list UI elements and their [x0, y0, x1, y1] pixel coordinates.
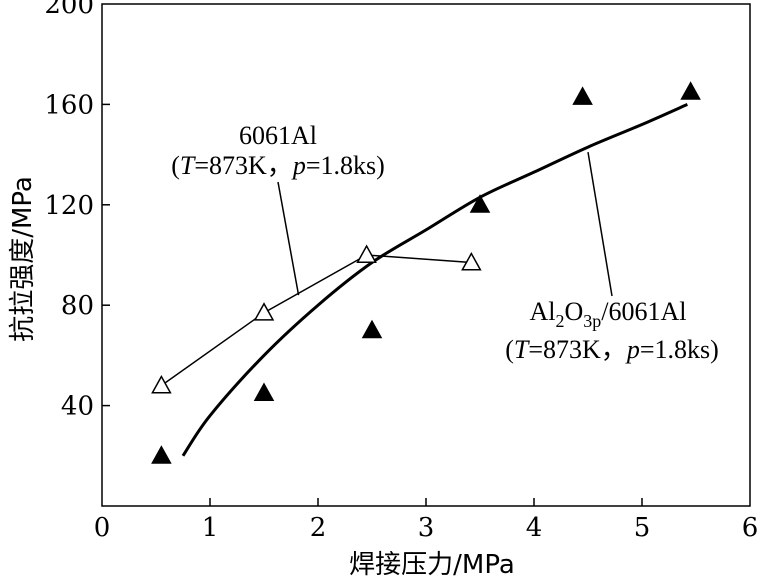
- x-tick-label: 0: [94, 513, 111, 543]
- axis-ticks: [102, 103, 643, 506]
- tick-labels: 0 1 2 3 4 5 6 40 80 120 160 200: [44, 0, 758, 543]
- x-axis-title: 焊接压力/MPa: [349, 550, 515, 580]
- series-6061al-line: [160, 254, 472, 387]
- point-6061al: [253, 302, 275, 321]
- y-tick-label: 120: [44, 191, 94, 221]
- point-composite: [680, 81, 701, 100]
- annotation-composite-name: Al2O3p/6061Al: [529, 297, 686, 331]
- annotation-6061al-name: 6061Al: [239, 121, 317, 150]
- point-composite: [469, 194, 491, 213]
- y-tick-label: 80: [61, 291, 94, 321]
- point-composite: [151, 445, 172, 464]
- y-tick-label: 200: [44, 0, 94, 20]
- leader-6061al: [277, 181, 300, 296]
- annotation-leaders: [277, 151, 613, 297]
- point-composite: [572, 86, 593, 105]
- x-tick-label: 1: [202, 513, 219, 543]
- x-tick-label: 4: [526, 513, 543, 543]
- point-6061al: [151, 374, 172, 394]
- series-composite-fit-curve: [181, 103, 688, 457]
- y-tick-label: 160: [44, 90, 94, 120]
- x-tick-label: 2: [310, 513, 327, 543]
- series-layer: [151, 81, 701, 464]
- annotation-6061al-condition: (T=873K，p=1.8ks): [171, 151, 385, 180]
- x-tick-label: 6: [742, 513, 759, 543]
- leader-composite: [587, 151, 613, 297]
- y-tick-label: 40: [61, 392, 94, 422]
- point-6061al: [461, 251, 482, 271]
- x-tick-label: 3: [418, 513, 435, 543]
- point-composite: [361, 319, 383, 339]
- annotation-composite-condition: (T=873K，p=1.8ks): [505, 335, 719, 364]
- point-6061al: [356, 244, 377, 263]
- point-composite: [253, 382, 275, 401]
- y-axis-title: 抗拉强度/MPa: [8, 176, 38, 342]
- x-tick-label: 5: [634, 513, 651, 543]
